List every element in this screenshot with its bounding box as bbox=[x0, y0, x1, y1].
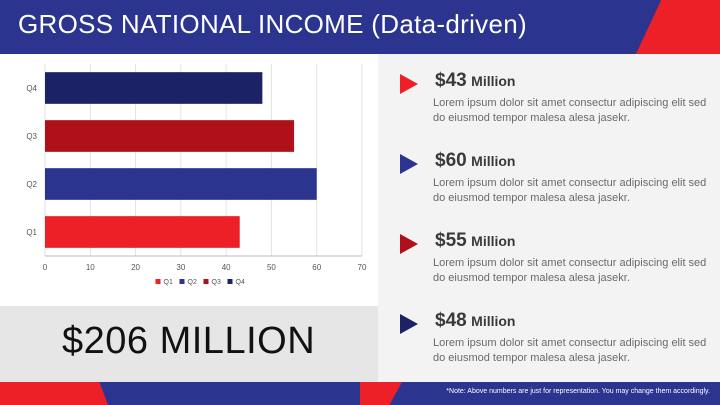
x-tick-label: 0 bbox=[43, 263, 48, 272]
triangle-icon bbox=[400, 74, 418, 94]
x-tick-label: 20 bbox=[131, 263, 140, 272]
value-unit: Million bbox=[471, 313, 516, 329]
footer-accent-right bbox=[360, 382, 402, 405]
slide-title: GROSS NATIONAL INCOME (Data-driven) bbox=[18, 9, 527, 39]
footer-bar: *Note: Above numbers are just for repres… bbox=[0, 382, 720, 405]
footer-accent-left bbox=[0, 382, 108, 405]
value-amount: $48 bbox=[435, 310, 467, 331]
triangle-icon bbox=[400, 154, 418, 174]
legend-label: Q3 bbox=[212, 279, 221, 286]
x-tick-label: 30 bbox=[176, 263, 185, 272]
x-tick-label: 60 bbox=[312, 263, 321, 272]
value-amount: $60 bbox=[435, 150, 467, 171]
item-description: Lorem ipsum dolor sit amet consectur adi… bbox=[433, 177, 707, 204]
footnote: *Note: Above numbers are just for repres… bbox=[446, 388, 710, 395]
item-value: $43 Million bbox=[435, 70, 515, 92]
bar-q3 bbox=[45, 120, 295, 152]
legend-label: Q2 bbox=[188, 279, 197, 286]
y-tick-label: Q3 bbox=[26, 132, 37, 141]
legend-swatch bbox=[155, 279, 161, 284]
value-unit: Million bbox=[471, 73, 516, 89]
info-panel bbox=[378, 54, 720, 382]
item-description: Lorem ipsum dolor sit amet consectur adi… bbox=[433, 257, 707, 284]
item-value: $55 Million bbox=[435, 230, 515, 252]
item-value: $48 Million bbox=[435, 310, 515, 332]
bar-chart: 0 10 20 30 40 50 60 70 Q1 Q2 Q3 Q4 Q1 Q2 Q3 Q4 bbox=[26, 64, 367, 286]
legend-label: Q4 bbox=[236, 279, 245, 286]
total-box bbox=[0, 306, 378, 382]
chart-area: 0 10 20 30 40 50 60 70 Q1 Q2 Q3 Q4 Q1 Q2 Q3 Q4 bbox=[0, 54, 378, 306]
bar-q1 bbox=[45, 216, 240, 248]
value-amount: $55 bbox=[435, 230, 467, 251]
y-tick-label: Q1 bbox=[26, 228, 37, 237]
legend-swatch bbox=[203, 279, 209, 284]
legend-swatch bbox=[227, 279, 233, 284]
value-unit: Million bbox=[471, 153, 516, 169]
value-unit: Million bbox=[471, 233, 516, 249]
legend-label: Q1 bbox=[164, 279, 173, 286]
bar-q2 bbox=[45, 168, 317, 200]
triangle-icon bbox=[400, 314, 418, 334]
x-tick-label: 40 bbox=[222, 263, 231, 272]
triangle-icon bbox=[400, 234, 418, 254]
y-tick-label: Q4 bbox=[26, 84, 37, 93]
item-value: $60 Million bbox=[435, 150, 515, 172]
title-bar-accent bbox=[636, 0, 720, 54]
bar-q4 bbox=[45, 72, 263, 104]
x-tick-label: 10 bbox=[86, 263, 95, 272]
legend-swatch bbox=[179, 279, 185, 284]
value-amount: $43 bbox=[435, 70, 467, 91]
y-tick-label: Q2 bbox=[26, 180, 37, 189]
x-tick-label: 50 bbox=[267, 263, 276, 272]
x-tick-label: 70 bbox=[358, 263, 367, 272]
item-description: Lorem ipsum dolor sit amet consectur adi… bbox=[433, 97, 707, 124]
total-value: $206 MILLION bbox=[62, 320, 316, 362]
item-description: Lorem ipsum dolor sit amet consectur adi… bbox=[433, 337, 707, 364]
title-bar: GROSS NATIONAL INCOME (Data-driven) bbox=[0, 0, 720, 54]
